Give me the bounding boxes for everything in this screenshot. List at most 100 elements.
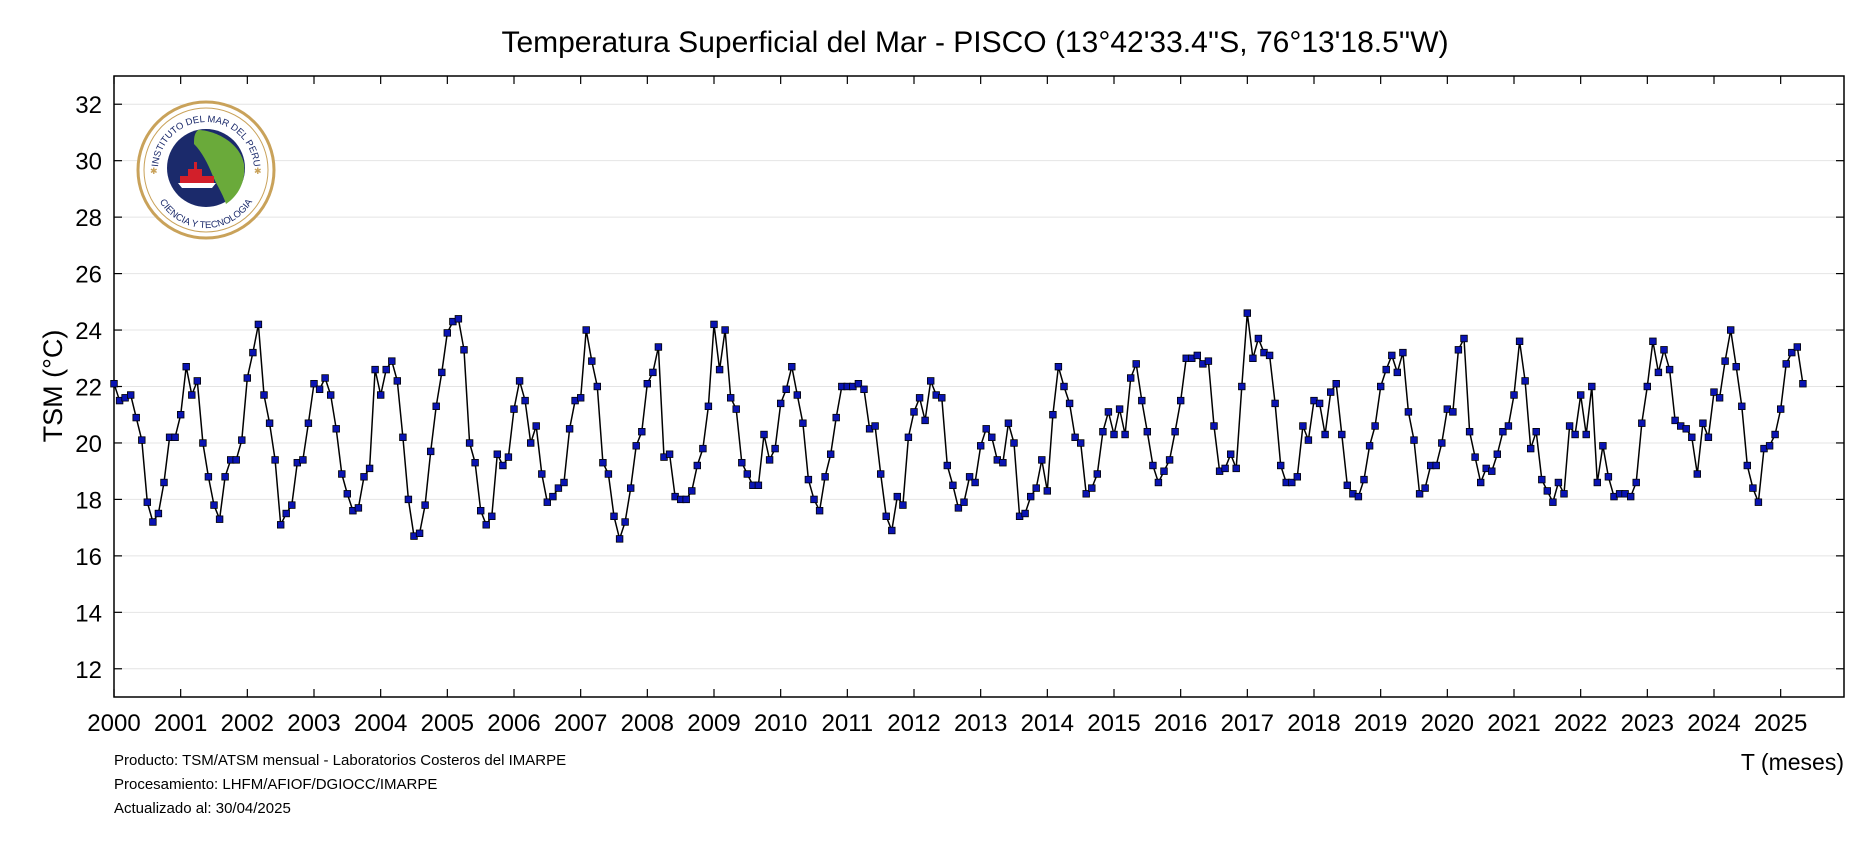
data-point bbox=[421, 501, 429, 509]
x-tick-label: 2024 bbox=[1687, 710, 1740, 737]
data-point bbox=[1738, 402, 1746, 410]
data-point bbox=[649, 368, 657, 377]
data-point bbox=[110, 379, 118, 388]
data-point bbox=[832, 413, 840, 422]
data-point bbox=[1243, 309, 1251, 317]
data-point bbox=[1371, 422, 1379, 430]
data-point bbox=[1521, 377, 1529, 385]
data-point bbox=[171, 433, 179, 441]
x-axis: 2000 2001 2002 2003 2004 2005 2006 2007 2008 2009… bbox=[87, 76, 1807, 737]
data-point bbox=[160, 478, 168, 487]
data-point bbox=[1682, 425, 1690, 433]
data-point bbox=[443, 329, 451, 337]
data-point bbox=[1527, 444, 1535, 453]
data-point bbox=[1715, 394, 1724, 402]
data-point bbox=[1388, 351, 1396, 360]
data-point bbox=[1582, 430, 1590, 439]
data-point bbox=[454, 315, 463, 323]
data-point bbox=[1493, 450, 1501, 458]
data-point bbox=[1288, 478, 1296, 487]
data-point bbox=[1504, 422, 1513, 430]
data-point bbox=[1415, 490, 1424, 498]
data-point bbox=[1571, 430, 1579, 439]
data-point bbox=[854, 379, 863, 388]
data-point bbox=[1160, 467, 1168, 475]
data-point bbox=[532, 422, 540, 430]
data-point bbox=[415, 529, 424, 537]
data-point bbox=[893, 492, 901, 501]
data-point bbox=[315, 385, 324, 393]
data-point bbox=[1093, 470, 1101, 478]
y-tick-label: 24 bbox=[75, 318, 102, 345]
data-point bbox=[704, 402, 713, 410]
data-point bbox=[1232, 464, 1240, 473]
data-point bbox=[1649, 337, 1657, 345]
data-point bbox=[560, 478, 568, 487]
data-point bbox=[1249, 354, 1257, 362]
data-point bbox=[643, 379, 651, 388]
data-point bbox=[1477, 478, 1485, 487]
footer-updated: Actualizado al: 30/04/2025 bbox=[114, 800, 291, 817]
data-point bbox=[727, 394, 735, 402]
data-point bbox=[1749, 484, 1757, 492]
data-point bbox=[1377, 382, 1385, 391]
data-point bbox=[1454, 346, 1463, 354]
data-point bbox=[577, 394, 585, 402]
data-point bbox=[1404, 408, 1413, 416]
y-axis-label: TSM (°C) bbox=[38, 330, 68, 443]
data-point bbox=[1660, 346, 1668, 354]
data-point bbox=[471, 458, 479, 467]
data-point bbox=[1560, 490, 1568, 498]
data-point bbox=[732, 405, 740, 413]
data-point bbox=[1171, 427, 1179, 436]
y-tick-label: 18 bbox=[75, 487, 102, 514]
data-point bbox=[777, 399, 785, 408]
x-tick-label: 2012 bbox=[887, 710, 940, 737]
data-point bbox=[215, 515, 224, 523]
data-point bbox=[465, 439, 474, 447]
imarpe-logo: INSTITUTO DEL MAR DEL PERU CIENCIA Y TEC… bbox=[136, 100, 276, 240]
data-point bbox=[1465, 427, 1474, 436]
data-point bbox=[1365, 442, 1374, 450]
data-point bbox=[332, 425, 340, 433]
data-point bbox=[888, 526, 896, 535]
data-point bbox=[882, 512, 890, 520]
data-point bbox=[632, 442, 640, 450]
data-point bbox=[1399, 348, 1407, 357]
data-point bbox=[565, 425, 574, 433]
data-point bbox=[682, 495, 690, 504]
data-point bbox=[949, 481, 957, 489]
data-point bbox=[504, 453, 513, 461]
data-point bbox=[638, 427, 646, 436]
x-tick-label: 2008 bbox=[621, 710, 674, 737]
data-point bbox=[599, 458, 607, 467]
data-point bbox=[404, 495, 413, 504]
data-point bbox=[1510, 391, 1518, 399]
data-point bbox=[1538, 475, 1546, 484]
data-point bbox=[765, 456, 774, 464]
data-point bbox=[1138, 396, 1146, 405]
data-point bbox=[1343, 481, 1351, 489]
svg-text:✱: ✱ bbox=[150, 166, 158, 176]
data-point bbox=[793, 391, 801, 399]
data-point bbox=[282, 509, 290, 518]
data-point bbox=[1304, 436, 1313, 444]
data-point bbox=[338, 470, 346, 478]
y-tick-label: 16 bbox=[75, 544, 102, 571]
data-point bbox=[299, 456, 307, 464]
data-point bbox=[493, 450, 501, 458]
y-tick-label: 12 bbox=[75, 657, 102, 684]
data-point bbox=[1515, 337, 1524, 345]
data-point bbox=[1543, 487, 1551, 495]
data-point bbox=[476, 506, 485, 515]
data-point bbox=[1060, 382, 1068, 391]
data-point bbox=[1265, 351, 1274, 360]
data-point bbox=[554, 484, 563, 492]
data-point bbox=[154, 509, 163, 518]
data-point bbox=[1727, 326, 1735, 334]
data-point bbox=[1771, 430, 1779, 439]
y-axis: 12 14 16 18 20 22 24 26 28 30 32 bbox=[75, 92, 1844, 684]
data-point bbox=[271, 456, 279, 464]
data-point bbox=[1238, 382, 1246, 391]
